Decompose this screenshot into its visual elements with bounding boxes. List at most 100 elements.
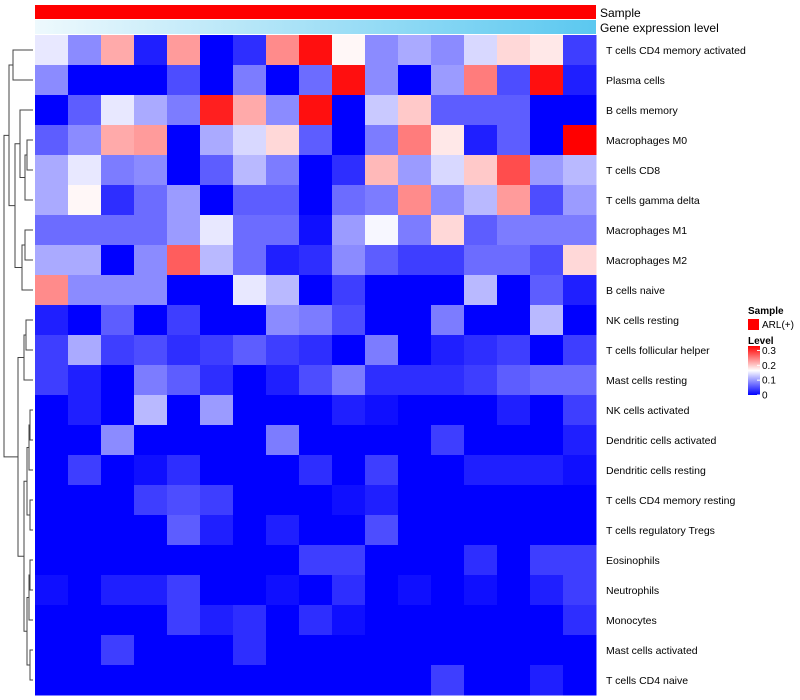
heatmap-cell bbox=[266, 95, 300, 126]
heatmap-cell bbox=[200, 305, 234, 336]
heatmap-cell bbox=[35, 65, 69, 96]
heatmap-cell bbox=[398, 395, 432, 426]
heatmap-cell bbox=[134, 125, 168, 156]
heatmap-cell bbox=[563, 395, 597, 426]
heatmap-cell bbox=[134, 305, 168, 336]
heatmap-cell bbox=[299, 635, 333, 666]
heatmap-cell bbox=[200, 485, 234, 516]
heatmap-cell bbox=[365, 305, 399, 336]
heatmap-cell bbox=[530, 245, 564, 276]
heatmap-cell bbox=[464, 215, 498, 246]
legend-tick-label: 0.2 bbox=[762, 361, 776, 372]
heatmap-cell bbox=[167, 455, 201, 486]
heatmap-cell bbox=[101, 575, 135, 606]
heatmap-cell bbox=[530, 455, 564, 486]
row-label: Monocytes bbox=[606, 615, 657, 627]
heatmap-cell bbox=[530, 305, 564, 336]
heatmap-cell bbox=[464, 425, 498, 456]
heatmap-cell bbox=[35, 245, 69, 276]
heatmap-cell bbox=[431, 245, 465, 276]
heatmap-cell bbox=[530, 575, 564, 606]
heatmap-cell bbox=[431, 395, 465, 426]
heatmap-cell bbox=[365, 215, 399, 246]
heatmap-cell bbox=[497, 35, 531, 66]
heatmap-cell bbox=[365, 125, 399, 156]
heatmap-cell bbox=[134, 455, 168, 486]
heatmap-cell bbox=[563, 335, 597, 366]
heatmap-cell bbox=[200, 215, 234, 246]
heatmap-cell bbox=[68, 185, 102, 216]
heatmap-cell bbox=[398, 335, 432, 366]
heatmap-cell bbox=[101, 455, 135, 486]
heatmap-cell bbox=[365, 245, 399, 276]
heatmap-cell bbox=[299, 515, 333, 546]
heatmap-cell bbox=[68, 455, 102, 486]
heatmap-cell bbox=[332, 635, 366, 666]
row-label: T cells gamma delta bbox=[606, 195, 700, 207]
heatmap-cell bbox=[464, 65, 498, 96]
heatmap-cell bbox=[35, 425, 69, 456]
heatmap-cell bbox=[464, 605, 498, 636]
heatmap-cell bbox=[68, 515, 102, 546]
heatmap-cell bbox=[233, 185, 267, 216]
heatmap-cell bbox=[299, 395, 333, 426]
heatmap-cell bbox=[398, 635, 432, 666]
heatmap-cell bbox=[299, 275, 333, 306]
heatmap-cell bbox=[530, 215, 564, 246]
heatmap-cell bbox=[365, 275, 399, 306]
row-label: NK cells resting bbox=[606, 315, 679, 327]
heatmap-cell bbox=[398, 575, 432, 606]
row-label: T cells CD4 memory resting bbox=[606, 495, 735, 507]
heatmap-cell bbox=[233, 425, 267, 456]
heatmap-cell bbox=[101, 545, 135, 576]
dendrogram-branch bbox=[29, 649, 33, 681]
heatmap-cell bbox=[233, 455, 267, 486]
heatmap-cell bbox=[299, 215, 333, 246]
heatmap-cell bbox=[299, 245, 333, 276]
heatmap-cell bbox=[233, 575, 267, 606]
heatmap-cell bbox=[266, 305, 300, 336]
heatmap-cell bbox=[332, 425, 366, 456]
heatmap-cell bbox=[299, 485, 333, 516]
heatmap-cell bbox=[563, 605, 597, 636]
heatmap-cell bbox=[266, 575, 300, 606]
heatmap-cell bbox=[233, 485, 267, 516]
row-label: T cells CD4 naive bbox=[606, 675, 688, 687]
heatmap-cell bbox=[101, 245, 135, 276]
heatmap-cell bbox=[101, 605, 135, 636]
heatmap-cell bbox=[299, 95, 333, 126]
legend-sample-swatch bbox=[748, 319, 759, 330]
heatmap-cell bbox=[35, 305, 69, 336]
heatmap-cell bbox=[398, 275, 432, 306]
heatmap-cell bbox=[431, 455, 465, 486]
heatmap-cell bbox=[35, 185, 69, 216]
dendrogram-branch bbox=[24, 154, 33, 201]
heatmap-cell bbox=[200, 455, 234, 486]
heatmap-cell bbox=[530, 365, 564, 396]
dendrogram-branch bbox=[26, 139, 33, 171]
heatmap-cell bbox=[35, 635, 69, 666]
heatmap-cell bbox=[497, 665, 531, 696]
heatmap-cell bbox=[266, 335, 300, 366]
heatmap-cell bbox=[332, 275, 366, 306]
heatmap-cell bbox=[332, 95, 366, 126]
row-label: T cells follicular helper bbox=[606, 345, 710, 357]
heatmap-cell bbox=[398, 215, 432, 246]
heatmap-cell bbox=[497, 635, 531, 666]
heatmap-cell bbox=[134, 485, 168, 516]
heatmap-cell bbox=[398, 365, 432, 396]
heatmap-cell bbox=[167, 65, 201, 96]
heatmap-cell bbox=[35, 125, 69, 156]
heatmap-cell bbox=[101, 215, 135, 246]
heatmap-cell bbox=[497, 545, 531, 576]
heatmap-cell bbox=[332, 155, 366, 186]
heatmap-cell bbox=[431, 515, 465, 546]
heatmap-cell bbox=[101, 665, 135, 696]
heatmap-cell bbox=[431, 125, 465, 156]
heatmap-cell bbox=[68, 425, 102, 456]
heatmap-cell bbox=[266, 245, 300, 276]
heatmap-cell bbox=[299, 545, 333, 576]
heatmap-cell bbox=[299, 425, 333, 456]
heatmap-cell bbox=[200, 35, 234, 66]
